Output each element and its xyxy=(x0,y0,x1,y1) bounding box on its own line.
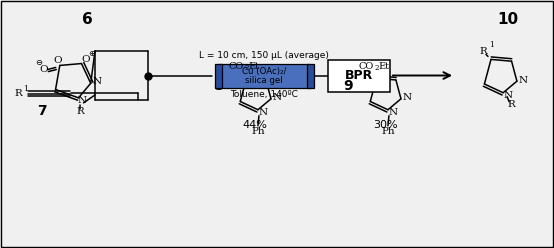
Text: Et: Et xyxy=(378,62,389,71)
Text: R: R xyxy=(76,107,84,116)
Text: 8: 8 xyxy=(213,79,223,93)
Text: N: N xyxy=(402,93,412,102)
Text: N: N xyxy=(273,93,281,102)
Text: N: N xyxy=(258,108,268,117)
Text: 44%: 44% xyxy=(243,120,268,130)
Text: N: N xyxy=(92,77,101,86)
Text: 30%: 30% xyxy=(373,120,397,130)
Text: CO: CO xyxy=(229,62,244,71)
Text: CO: CO xyxy=(359,62,374,71)
Text: ⊖: ⊖ xyxy=(35,58,42,67)
Text: R: R xyxy=(479,47,487,56)
Text: Ph: Ph xyxy=(381,127,395,136)
Bar xyxy=(218,63,310,88)
Text: Et: Et xyxy=(248,62,259,71)
Text: Toluene, 140ºC: Toluene, 140ºC xyxy=(230,90,298,99)
Text: N: N xyxy=(388,108,398,117)
Text: R: R xyxy=(14,89,22,97)
Text: O: O xyxy=(81,55,90,64)
Text: 1: 1 xyxy=(23,85,28,93)
Text: 6: 6 xyxy=(81,12,93,28)
Text: 1: 1 xyxy=(489,41,494,49)
Text: Cu (OAc)₂/: Cu (OAc)₂/ xyxy=(242,67,286,76)
Text: R: R xyxy=(507,100,515,109)
Text: L = 10 cm, 150 μL (average): L = 10 cm, 150 μL (average) xyxy=(199,51,329,60)
Text: O: O xyxy=(39,65,48,74)
Text: BPR: BPR xyxy=(345,69,373,82)
Text: Ph: Ph xyxy=(251,127,265,136)
Text: 9: 9 xyxy=(343,79,353,93)
Text: N: N xyxy=(504,91,512,100)
Text: N: N xyxy=(519,76,527,85)
Bar xyxy=(328,60,390,92)
Text: N: N xyxy=(78,96,87,105)
Text: 2: 2 xyxy=(375,64,379,72)
Bar xyxy=(214,63,222,88)
Text: O: O xyxy=(54,56,62,65)
Text: 7: 7 xyxy=(37,104,47,118)
Text: 2: 2 xyxy=(244,64,249,72)
Text: 10: 10 xyxy=(497,12,519,28)
Bar xyxy=(306,63,314,88)
Text: silica gel: silica gel xyxy=(245,76,283,85)
Text: ⊕: ⊕ xyxy=(88,49,95,58)
